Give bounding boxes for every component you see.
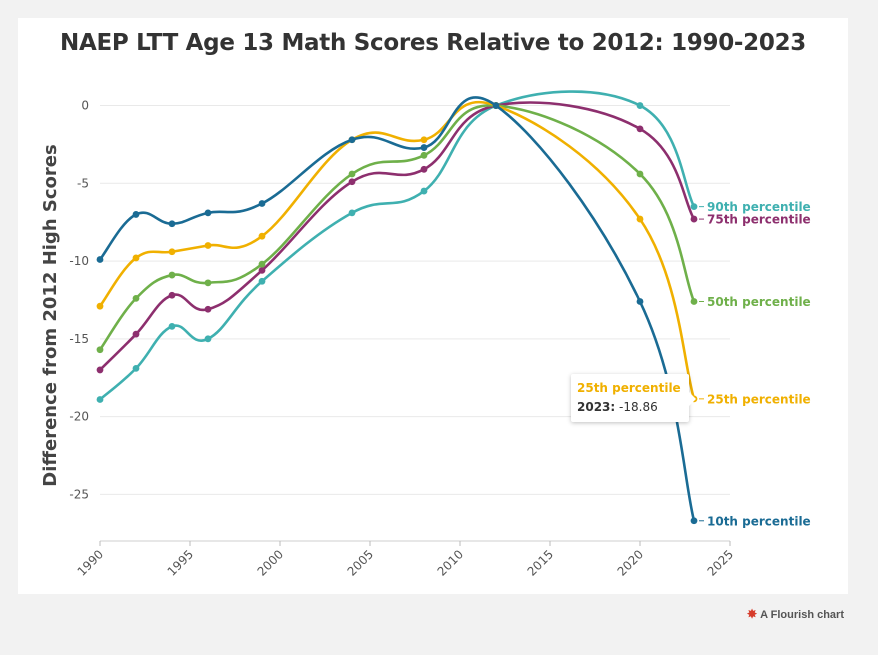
data-point-10th [96, 256, 104, 263]
data-point-90th [348, 209, 356, 217]
x-tick-label: 2015 [525, 547, 556, 578]
data-point-10th [258, 200, 266, 207]
y-tick-label: -20 [69, 410, 89, 424]
series-label-75th: 75th percentile [707, 213, 811, 227]
data-point-10th [420, 144, 428, 151]
data-point-50th [168, 271, 176, 279]
x-tick-label: 2010 [435, 547, 466, 578]
data-point-75th [420, 165, 428, 173]
data-point-75th [168, 291, 176, 299]
y-tick-label: -25 [69, 487, 89, 501]
data-point-50th [258, 260, 266, 268]
data-point-25th [258, 232, 266, 240]
data-tooltip: 25th percentile 2023: -18.86 [571, 374, 696, 422]
data-point-75th [132, 330, 140, 338]
y-tick-label: 0 [81, 99, 89, 113]
tooltip-label: 2023: [577, 400, 616, 414]
y-tick-label: -5 [77, 176, 89, 190]
data-point-90th [132, 364, 140, 372]
x-tick-label: 2020 [615, 547, 646, 578]
tooltip-value-row: 2023: -18.86 [577, 400, 681, 414]
data-point-90th [636, 102, 644, 109]
data-point-10th [492, 102, 500, 109]
data-point-75th [96, 366, 104, 374]
data-point-75th [204, 305, 212, 313]
x-tick-label: 2025 [705, 547, 736, 578]
data-point-25th [420, 136, 428, 144]
data-point-25th [96, 302, 104, 310]
data-point-50th [348, 170, 356, 178]
data-point-50th [96, 346, 104, 354]
data-point-25th [204, 242, 212, 249]
data-point-50th [132, 294, 140, 302]
series-line-50th [98, 104, 696, 352]
data-point-50th [636, 170, 644, 178]
data-point-10th [204, 209, 212, 217]
chart-title: NAEP LTT Age 13 Math Scores Relative to … [60, 30, 806, 56]
data-point-10th [132, 211, 140, 218]
y-tick-label: -10 [69, 254, 89, 268]
data-point-25th [168, 248, 176, 256]
data-point-50th [420, 151, 428, 159]
series-label-90th: 90th percentile [707, 200, 811, 214]
credit-text: A Flourish chart [760, 609, 844, 621]
data-point-90th [204, 335, 212, 343]
y-axis-label: Difference from 2012 High Scores [40, 144, 61, 486]
data-point-90th [420, 187, 428, 195]
x-tick-label: 1995 [165, 547, 196, 578]
series-label-50th: 50th percentile [707, 295, 811, 309]
data-point-10th [636, 298, 644, 305]
x-tick-label: 1990 [75, 547, 106, 578]
tooltip-series-name: 25th percentile [577, 381, 681, 395]
data-point-90th [96, 396, 104, 403]
data-point-75th [636, 125, 644, 133]
data-point-90th [258, 277, 266, 285]
data-point-10th [690, 517, 698, 525]
tooltip-value: -18.86 [619, 400, 658, 414]
y-tick-label: -15 [69, 332, 89, 346]
series-label-10th: 10th percentile [707, 514, 811, 528]
data-point-90th [168, 322, 176, 330]
data-point-90th [690, 203, 698, 211]
data-point-75th [258, 267, 266, 274]
x-tick-label: 2005 [345, 547, 376, 578]
series-label-25th: 25th percentile [707, 392, 811, 406]
flourish-credit-link[interactable]: ✸ A Flourish chart [747, 607, 844, 621]
data-point-75th [348, 178, 356, 186]
data-point-10th [168, 220, 176, 228]
data-point-50th [690, 298, 698, 305]
data-point-25th [132, 254, 140, 262]
data-point-10th [348, 136, 356, 144]
x-tick-label: 2000 [255, 547, 286, 578]
flourish-star-icon: ✸ [747, 607, 758, 621]
data-point-75th [690, 215, 698, 223]
data-point-25th [636, 215, 644, 223]
data-point-50th [204, 279, 212, 287]
